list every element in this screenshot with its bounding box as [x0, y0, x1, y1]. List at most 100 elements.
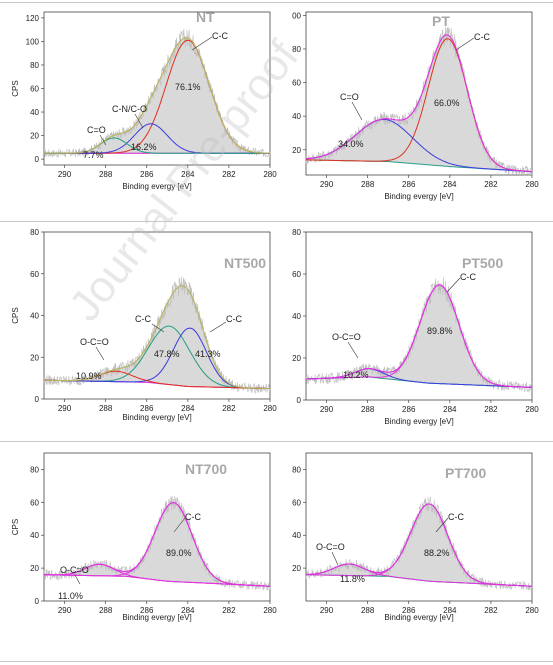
y-axis-label: CPS [11, 519, 20, 535]
peak-leader-line [173, 517, 186, 533]
peak-percentage: 88.2% [424, 548, 450, 558]
peak-leader-line [134, 113, 144, 129]
peak-label: C-C [460, 272, 476, 282]
x-axis-label: Binding evergy [eV] [384, 192, 453, 201]
panel-pt: 290 288 286 284 282 280 20 40 60 80 00 PT Binding ev… [292, 11, 539, 201]
x-axis-label: Binding evergy [eV] [122, 413, 191, 422]
raw-spectrum [305, 26, 533, 176]
raw-spectrum [43, 28, 271, 158]
x-tick-label: 284 [443, 405, 457, 414]
peak-percentage: 66.0% [434, 98, 460, 108]
panel-nt500: 290 288 286 284 282 280 0 20 40 60 80 NT500 Binding … [11, 228, 277, 422]
peak-label: C-C [448, 512, 464, 522]
y-tick-label: 60 [292, 498, 301, 507]
peak-leader-line [74, 574, 81, 585]
peak-percentage: 89.8% [427, 326, 453, 336]
peak-label: C-N/C-O [112, 104, 147, 114]
x-tick-label: 290 [320, 180, 334, 189]
x-tick-label: 288 [99, 606, 113, 615]
x-tick-label: 290 [320, 606, 334, 615]
y-tick-label: 40 [292, 312, 301, 321]
y-tick-label: 0 [297, 396, 302, 405]
panel-title: PT700 [445, 465, 486, 481]
peak-percentage: 16.2% [131, 142, 157, 152]
x-tick-label: 282 [222, 170, 236, 179]
peak-label: C-C [185, 512, 201, 522]
y-tick-label: 20 [292, 146, 301, 155]
y-tick-label: 40 [30, 312, 39, 321]
x-axis-label: Binding evergy [eV] [122, 182, 191, 191]
x-tick-label: 288 [361, 180, 375, 189]
x-tick-label: 282 [484, 405, 498, 414]
x-tick-label: 290 [58, 170, 72, 179]
x-tick-label: 280 [263, 170, 277, 179]
x-tick-label: 286 [140, 606, 154, 615]
y-tick-label: 0 [35, 155, 40, 164]
peak-percentage: 89.0% [166, 548, 192, 558]
y-tick-label: 80 [292, 45, 301, 54]
peak-leader-line [331, 551, 339, 566]
x-tick-label: 282 [222, 404, 236, 413]
peak-percentage: 47.8% [154, 349, 180, 359]
x-tick-label: 282 [484, 606, 498, 615]
x-tick-label: 280 [525, 405, 539, 414]
x-tick-label: 290 [320, 405, 334, 414]
envelope-fill [44, 37, 270, 154]
y-tick-label: 80 [30, 61, 39, 70]
peak-percentage: 76.1% [175, 82, 201, 92]
y-tick-label: 60 [30, 270, 39, 279]
panel-title: NT500 [224, 255, 266, 271]
x-axis-label: Binding evergy [eV] [384, 613, 453, 622]
peak-leader-line [347, 341, 359, 359]
envelope-curve [44, 37, 271, 154]
envelope-curve [305, 503, 532, 587]
peak-percentage: 11.0% [58, 591, 83, 601]
panel-pt500: 290 288 286 284 282 280 0 20 40 60 80 PT500 Binding … [292, 228, 539, 426]
x-tick-label: 286 [140, 170, 154, 179]
panel-nt700: 290 288 286 284 282 280 0 20 40 60 80 NT700 Binding … [11, 452, 277, 622]
y-tick-label: 40 [30, 531, 39, 540]
x-tick-label: 284 [443, 180, 457, 189]
separator-2 [0, 441, 553, 442]
separator-1 [0, 221, 553, 222]
x-tick-label: 290 [58, 404, 72, 413]
peak-percentage: 7.7% [83, 150, 104, 160]
x-tick-label: 282 [222, 606, 236, 615]
peak-leader-line [446, 277, 461, 293]
x-tick-label: 280 [263, 606, 277, 615]
y-tick-label: 20 [30, 132, 39, 141]
peak-label: O-C=O [60, 565, 89, 575]
y-tick-label: 60 [30, 85, 39, 94]
x-tick-label: 282 [484, 180, 498, 189]
y-tick-label: 100 [26, 37, 40, 46]
peak-percentage: 41.3% [195, 349, 221, 359]
panel-nt: 290 288 286 284 282 280 0 20 40 60 80 100 120 NT Bindi… [11, 9, 277, 191]
y-tick-label: 60 [292, 79, 301, 88]
x-tick-label: 284 [443, 606, 457, 615]
peak-label: C=O [340, 92, 359, 102]
y-tick-label: 0 [35, 395, 40, 404]
peak-leader-line [151, 323, 165, 333]
peak-label: C-C [135, 314, 151, 324]
peak-label: C-C [226, 314, 242, 324]
peak-label: C=O [87, 125, 106, 135]
panel-title: NT700 [185, 461, 227, 477]
peak-leader-line [435, 517, 449, 533]
peak-leader-line [191, 36, 213, 51]
x-tick-label: 284 [181, 170, 195, 179]
x-tick-label: 288 [361, 606, 375, 615]
peak-label: C-C [212, 31, 228, 41]
peak-percentage: 10.2% [343, 370, 369, 380]
separator-bottom [0, 661, 553, 662]
peak-leader-line [351, 101, 363, 121]
y-tick-label: 00 [292, 11, 301, 20]
x-tick-label: 288 [99, 170, 113, 179]
y-tick-label: 60 [292, 270, 301, 279]
y-axis-label: CPS [11, 80, 20, 96]
peak-label: O-C=O [80, 337, 109, 347]
y-tick-label: 20 [30, 564, 39, 573]
x-tick-label: 286 [402, 606, 416, 615]
y-axis-label: CPS [11, 307, 20, 323]
x-tick-label: 280 [525, 180, 539, 189]
